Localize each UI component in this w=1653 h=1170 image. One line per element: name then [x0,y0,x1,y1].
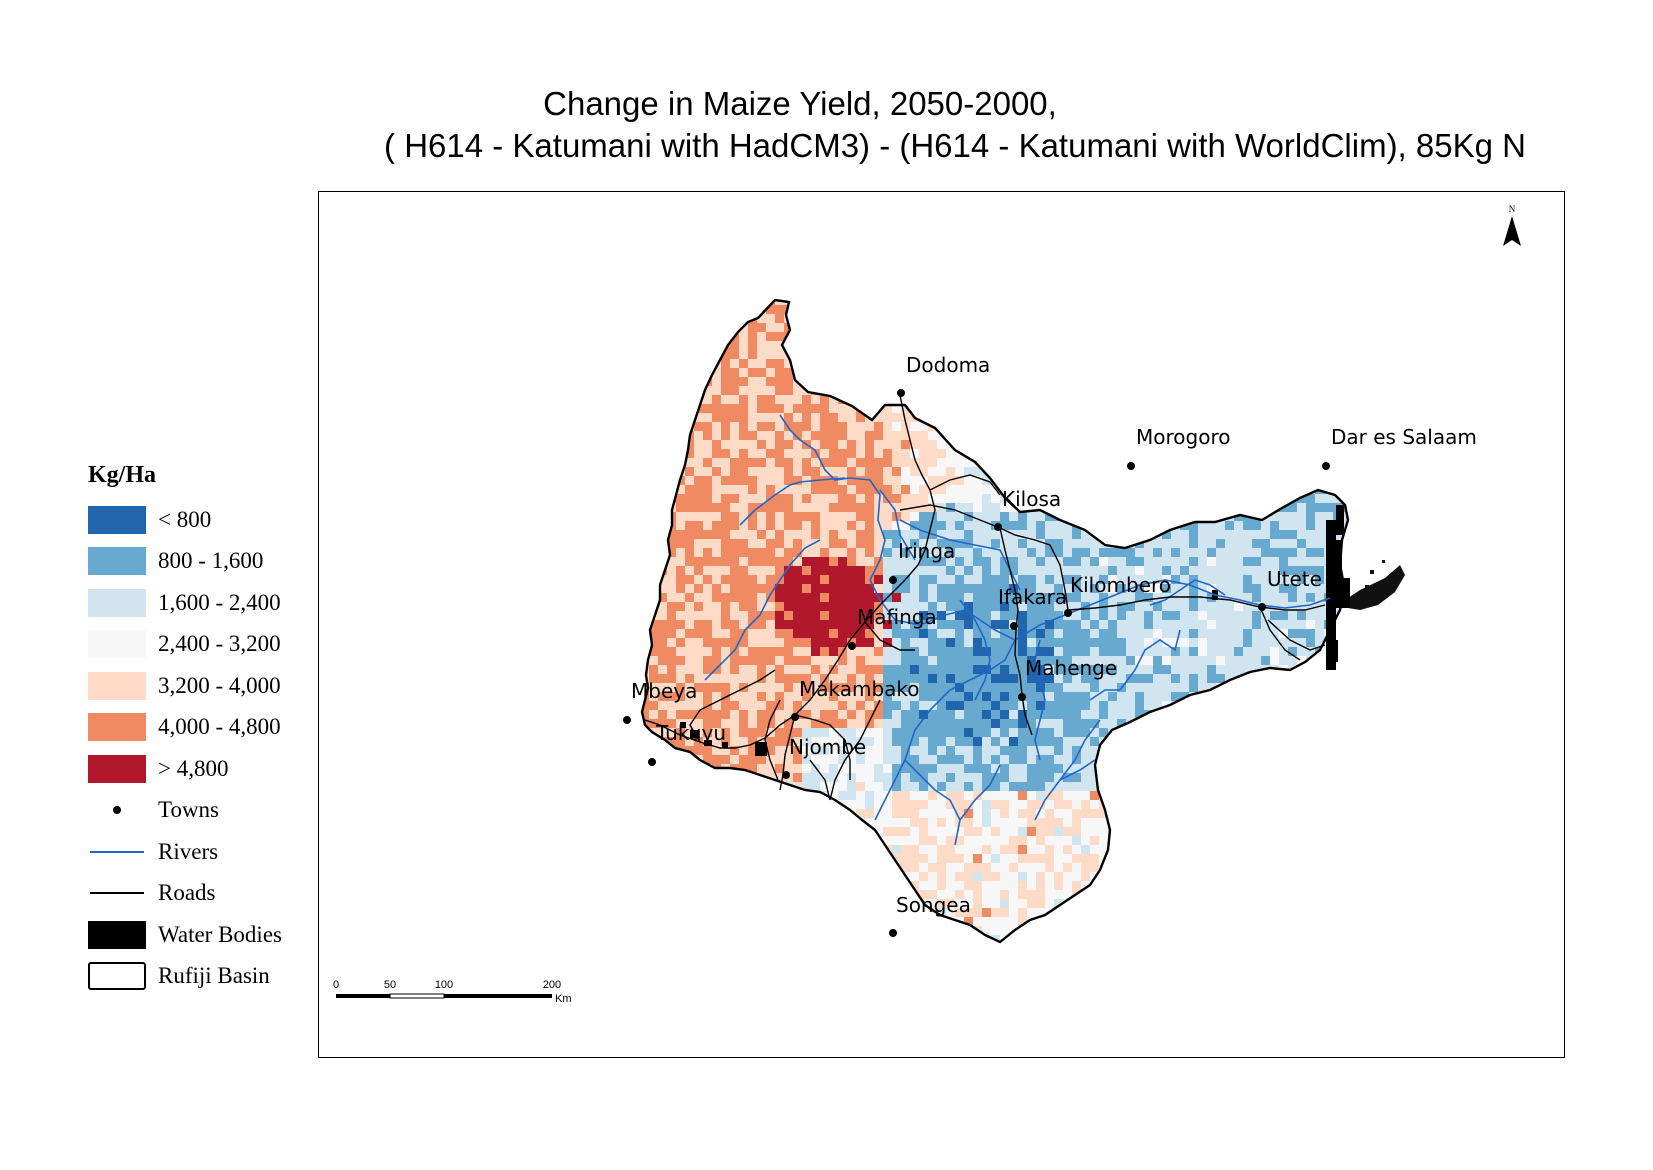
town-dot-songea [889,929,897,937]
town-dot-morogoro [1127,462,1135,470]
legend-swatch-3 [88,588,146,617]
north-arrow: N [1503,204,1521,246]
town-dot-makambako [791,713,799,721]
map-title-line1: Change in Maize Yield, 2050-2000, [543,85,1057,122]
legend-swatch-7 [88,754,146,783]
road-line-icon [90,892,144,895]
legend-class-1: < 800 [88,499,318,541]
legend-roads: Roads [88,873,318,915]
town-dot-mbeya [623,716,631,724]
town-label-dar-es-salaam: Dar es Salaam [1331,425,1477,449]
legend-class-7: > 4,800 [88,748,318,790]
town-label-njombe: Njombe [789,735,866,759]
legend: Kg/Ha < 800 800 - 1,600 1,600 - 2,400 2,400… [88,462,318,997]
town-label-ifakara: Ifakara [998,585,1067,609]
coastal-islands [1345,560,1405,610]
legend-towns: Towns [88,790,318,832]
legend-rufiji-basin: Rufiji Basin [88,956,318,998]
legend-class-5: 3,200 - 4,000 [88,665,318,707]
map-frame [318,191,1565,1058]
towns-layer: Dodoma Morogoro Dar es Salaam Kilosa Iringa U… [623,353,1477,937]
town-label-dodoma: Dodoma [906,353,990,377]
roads-layer [644,394,1326,801]
town-label-kilosa: Kilosa [1002,487,1061,511]
legend-class-3: 1,600 - 2,400 [88,582,318,624]
river-line-icon [90,850,144,853]
town-dot-icon [113,806,121,815]
town-dot-iringa [889,576,897,584]
legend-rivers: Rivers [88,831,318,873]
scale-bar: 0 50 100 200 Km [333,979,572,1005]
basin-outline-swatch [88,962,146,991]
town-label-tukuyu: Tukuyu [655,721,726,745]
scale-tick-50: 50 [384,979,396,991]
town-label-songea: Songea [896,893,971,917]
legend-swatch-6 [88,713,146,742]
town-label-makambako: Makambako [799,677,920,701]
town-dot-kilosa [994,523,1002,531]
legend-swatch-5 [88,671,146,700]
town-label-iringa: Iringa [898,539,955,563]
town-label-morogoro: Morogoro [1136,425,1230,449]
town-dot-dodoma [897,389,905,397]
scale-seg-2 [389,993,445,999]
scale-seg-3 [444,994,552,998]
town-dot-mafinga [848,642,856,650]
town-dot-tukuyu [648,758,656,766]
town-dot-dar-es-salaam [1322,462,1330,470]
town-dot-utete [1258,603,1266,611]
legend-title: Kg/Ha [88,462,157,488]
water-body-swatch [88,920,146,949]
north-arrow-label: N [1509,204,1516,214]
legend-class-4: 2,400 - 3,200 [88,624,318,666]
scale-unit: Km [555,993,572,1005]
town-label-mahenge: Mahenge [1025,656,1117,680]
scale-tick-0: 0 [333,979,339,991]
scale-tick-200: 200 [543,979,561,991]
town-dot-mahenge [1018,693,1026,701]
town-dot-ifakara [1010,622,1018,630]
scale-tick-100: 100 [435,979,453,991]
town-label-kilombero: Kilombero [1070,573,1171,597]
legend-water-bodies: Water Bodies [88,914,318,956]
map-title-line2: ( H614 - Katumani with HadCM3) - (H614 -… [384,127,1526,164]
town-label-mbeya: Mbeya [631,679,697,703]
legend-class-6: 4,000 - 4,800 [88,707,318,749]
legend-swatch-2 [88,547,146,576]
legend-swatch-4 [88,630,146,659]
legend-swatch-1 [88,505,146,534]
yield-change-raster [642,300,1348,942]
town-dot-njombe [782,771,790,779]
legend-class-2: 800 - 1,600 [88,541,318,583]
scale-seg-1 [336,994,390,998]
town-dot-kilombero [1064,609,1072,617]
town-label-mafinga: Mafinga [857,605,937,629]
town-label-utete: Utete [1267,567,1322,591]
